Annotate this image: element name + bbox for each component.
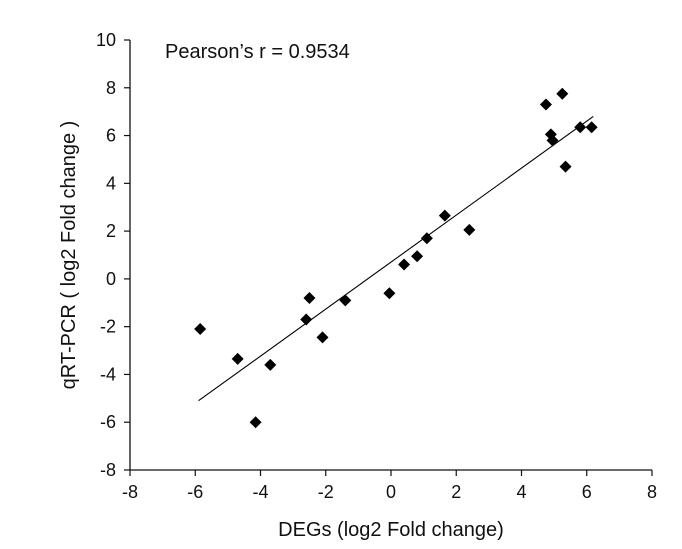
data-point [249, 416, 262, 429]
x-tick-label: 2 [451, 482, 461, 502]
data-point [339, 294, 352, 307]
x-tick-label: 0 [386, 482, 396, 502]
data-point [316, 331, 329, 344]
data-point [398, 258, 411, 271]
y-tick-label: 6 [106, 126, 116, 146]
y-tick-label: 2 [106, 221, 116, 241]
data-point [556, 87, 569, 100]
data-points [194, 87, 598, 429]
x-axis-ticks: -8 -6 -4 -2 0 2 4 6 8 [122, 470, 657, 502]
y-tick-label: 0 [106, 269, 116, 289]
y-tick-label: -6 [100, 412, 116, 432]
data-point [264, 358, 277, 371]
y-axis-label: qRT-PCR ( log2 Fold change ) [58, 121, 80, 390]
y-tick-label: -4 [100, 364, 116, 384]
x-tick-label: 4 [516, 482, 526, 502]
data-point [438, 209, 451, 222]
y-tick-label: -8 [100, 460, 116, 480]
x-tick-label: 8 [647, 482, 657, 502]
y-tick-label: 10 [96, 30, 116, 50]
x-tick-label: -4 [252, 482, 268, 502]
y-tick-label: -2 [100, 317, 116, 337]
x-tick-label: -6 [187, 482, 203, 502]
x-axis-label: DEGs (log2 Fold change) [278, 519, 504, 541]
data-point [559, 160, 572, 173]
data-point [383, 287, 396, 300]
y-tick-label: 8 [106, 78, 116, 98]
data-point [300, 313, 313, 326]
data-point [231, 352, 244, 365]
data-point [546, 134, 559, 147]
x-tick-label: 6 [582, 482, 592, 502]
data-point [411, 250, 424, 263]
data-point [303, 292, 316, 304]
y-axis-ticks: -8 -6 -4 -2 0 2 4 6 8 10 [96, 30, 130, 480]
axes [129, 40, 652, 471]
data-point [420, 232, 433, 245]
regression-line [198, 115, 594, 402]
x-tick-label: -2 [318, 482, 334, 502]
data-point [574, 121, 587, 134]
pearson-annotation: Pearson’s r = 0.9534 [165, 41, 350, 63]
x-tick-label: -8 [122, 482, 138, 502]
data-point [539, 98, 552, 111]
data-point [585, 121, 598, 134]
data-point [463, 223, 476, 236]
data-point [194, 323, 207, 336]
y-tick-label: 4 [106, 173, 116, 193]
regression-line-group [198, 115, 594, 402]
